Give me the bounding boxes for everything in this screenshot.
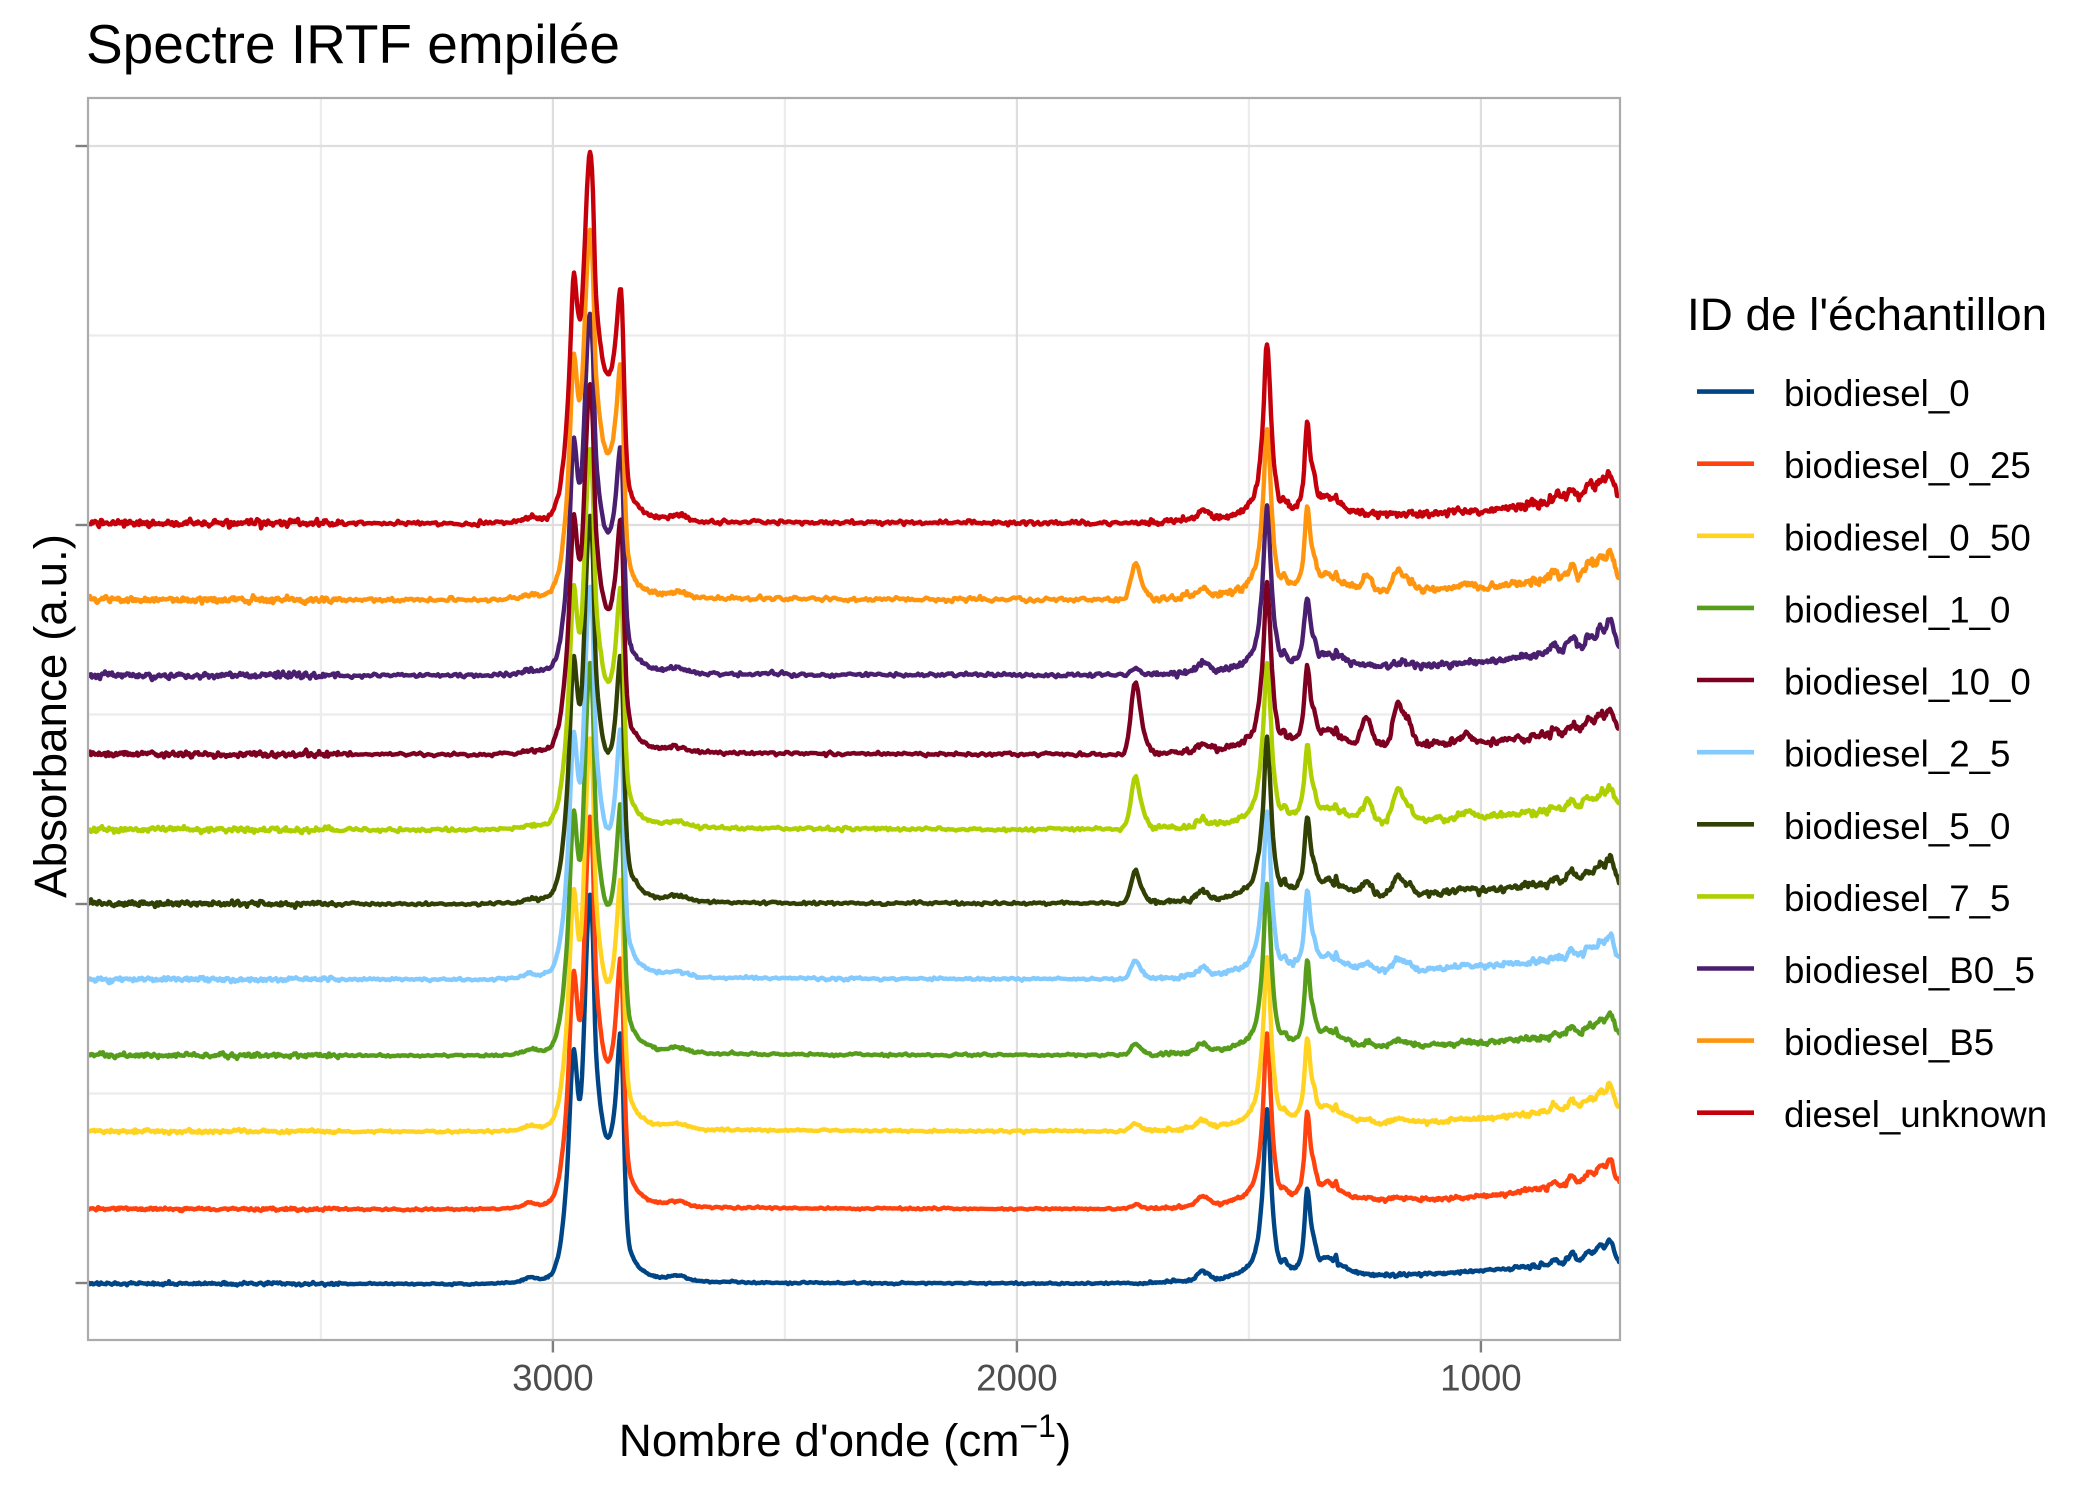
svg-text:biodiesel_0: biodiesel_0 [1784, 373, 1970, 414]
svg-text:2000: 2000 [976, 1358, 1058, 1399]
svg-text:biodiesel_0_50: biodiesel_0_50 [1784, 517, 2031, 558]
svg-text:Absorbance (a.u.): Absorbance (a.u.) [25, 534, 76, 898]
svg-text:biodiesel_2_5: biodiesel_2_5 [1784, 734, 2010, 775]
svg-text:diesel_unknown: diesel_unknown [1784, 1094, 2047, 1135]
svg-text:Nombre d'onde (cm−1): Nombre d'onde (cm−1) [619, 1408, 1071, 1466]
svg-text:biodiesel_10_0: biodiesel_10_0 [1784, 662, 2031, 703]
svg-text:biodiesel_7_5: biodiesel_7_5 [1784, 878, 2010, 919]
svg-text:biodiesel_B0_5: biodiesel_B0_5 [1784, 950, 2035, 991]
svg-text:biodiesel_1_0: biodiesel_1_0 [1784, 589, 2010, 630]
svg-text:Spectre IRTF empilée: Spectre IRTF empilée [86, 13, 620, 75]
svg-text:biodiesel_5_0: biodiesel_5_0 [1784, 806, 2010, 847]
svg-text:3000: 3000 [512, 1358, 594, 1399]
svg-text:ID de l'échantillon: ID de l'échantillon [1687, 289, 2047, 340]
svg-text:biodiesel_0_25: biodiesel_0_25 [1784, 445, 2031, 486]
svg-text:biodiesel_B5: biodiesel_B5 [1784, 1022, 1994, 1063]
svg-text:1000: 1000 [1440, 1358, 1522, 1399]
